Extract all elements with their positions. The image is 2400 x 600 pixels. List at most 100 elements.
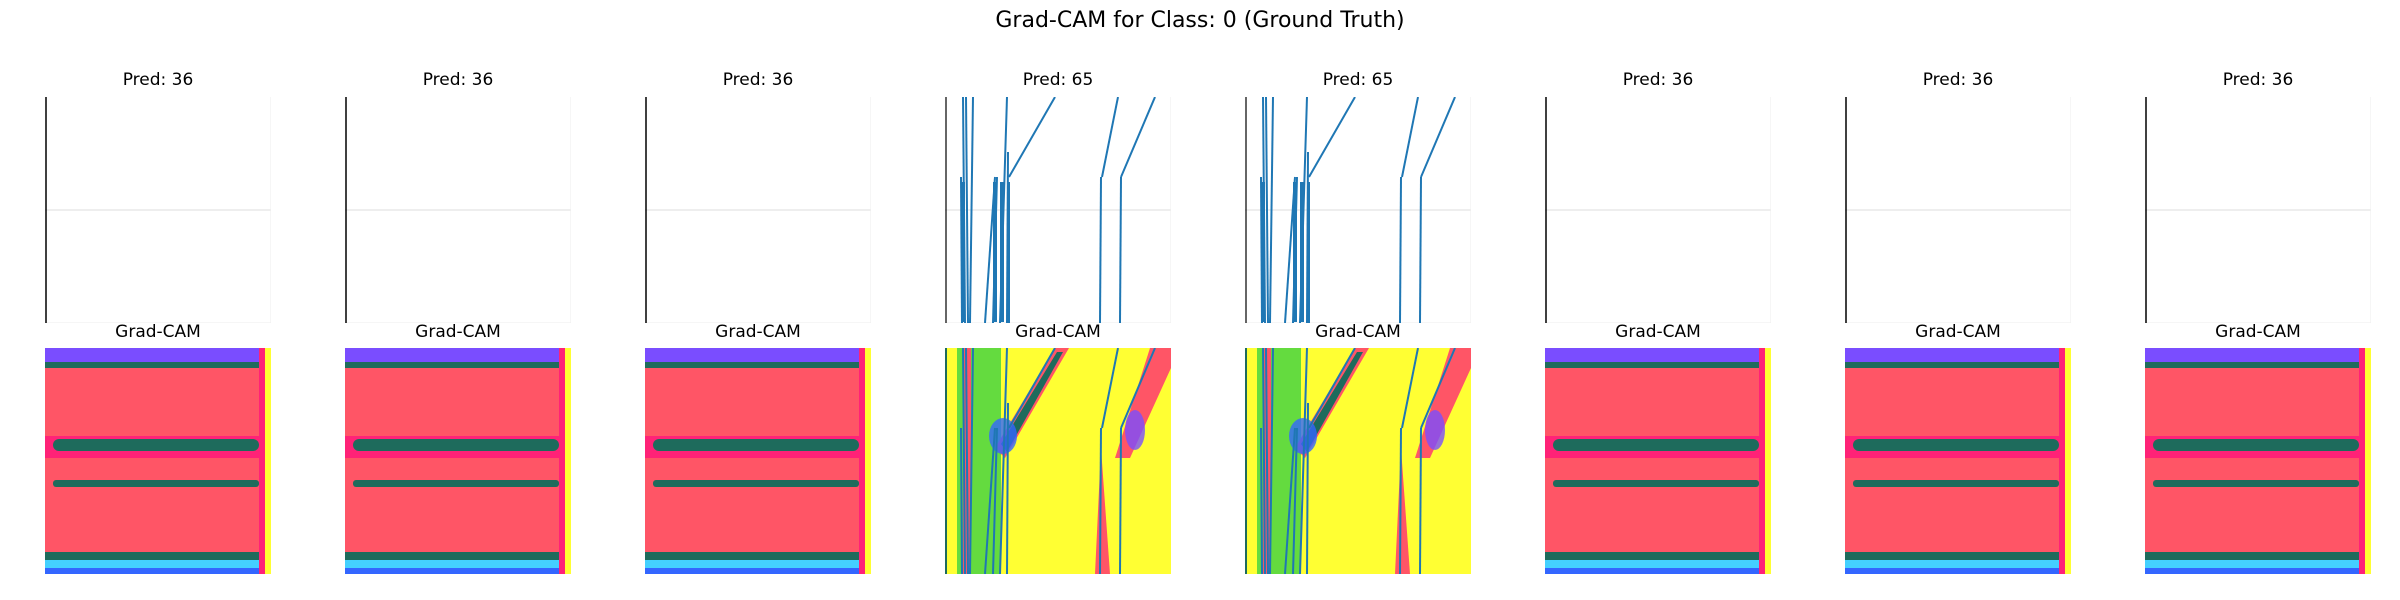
heatmap-edge bbox=[265, 348, 271, 574]
heatmap-band-top bbox=[345, 348, 571, 362]
heatmap-band bbox=[2145, 552, 2371, 560]
signal-spike bbox=[1262, 182, 1265, 322]
signal-overlay-line bbox=[1260, 427, 1263, 574]
gradcam-heatmap bbox=[1245, 348, 1471, 574]
pred-title: Pred: 36 bbox=[1622, 70, 1694, 90]
heatmap-edge bbox=[865, 348, 871, 574]
signal-overlay-line bbox=[1284, 427, 1296, 574]
heatmap-band bbox=[45, 362, 271, 368]
heatmap-background bbox=[645, 348, 871, 574]
heatmap-band bbox=[45, 560, 271, 568]
heatmap-band bbox=[2145, 362, 2371, 368]
heatmap-band bbox=[2153, 480, 2359, 487]
signal-spike bbox=[1293, 182, 1297, 322]
heatmap-region bbox=[1301, 352, 1363, 452]
signal-panel bbox=[945, 97, 1171, 323]
heatmap-edge bbox=[1759, 348, 1765, 574]
heatmap-band-top bbox=[1845, 348, 2071, 362]
heatmap-band bbox=[1853, 480, 2059, 487]
signal-line bbox=[1119, 176, 1122, 323]
signal-overlay-line bbox=[960, 427, 963, 574]
heatmap-band-bottom bbox=[45, 568, 271, 574]
heatmap-edge bbox=[559, 348, 565, 574]
gradcam-heatmap bbox=[645, 348, 871, 574]
signal-overlay-line bbox=[1292, 427, 1298, 574]
heatmap-edge bbox=[2065, 348, 2071, 574]
heatmap-edge bbox=[259, 348, 265, 574]
heatmap-background bbox=[45, 348, 271, 574]
signal-overlay-line bbox=[965, 348, 969, 574]
signal-overlay-line bbox=[1120, 348, 1156, 429]
gradcam-heatmap bbox=[1545, 348, 1771, 574]
heatmap-band bbox=[345, 560, 571, 568]
signal-line bbox=[1260, 176, 1263, 323]
heatmap-region bbox=[1001, 352, 1063, 452]
heatmap-band bbox=[645, 560, 871, 568]
signal-panel bbox=[1245, 97, 1471, 323]
signal-overlay-line bbox=[1306, 402, 1309, 574]
heatmap-band bbox=[1845, 362, 2071, 368]
heatmap-edge bbox=[859, 348, 865, 574]
heatmap-band bbox=[1845, 552, 2071, 560]
heatmap-band bbox=[645, 552, 871, 560]
pred-title: Pred: 36 bbox=[122, 70, 194, 90]
heatmap-band-top bbox=[645, 348, 871, 362]
signal-overlay-line bbox=[999, 348, 1008, 574]
heatmap-band bbox=[2153, 439, 2359, 451]
heatmap-band bbox=[353, 439, 559, 451]
heatmap-band bbox=[653, 480, 859, 487]
signal-panel bbox=[645, 97, 871, 323]
heatmap-background bbox=[1845, 348, 2071, 574]
heatmap-band-bottom bbox=[2145, 568, 2371, 574]
gradcam-title: Grad-CAM bbox=[1915, 322, 2001, 342]
gradcam-heatmap bbox=[945, 348, 1171, 574]
signal-overlay-line bbox=[1006, 402, 1009, 574]
heatmap-band bbox=[45, 552, 271, 560]
heatmap-edge bbox=[1765, 348, 1771, 574]
heatmap-band-top bbox=[45, 348, 271, 362]
gradcam-title: Grad-CAM bbox=[715, 322, 801, 342]
gradcam-heatmap bbox=[2145, 348, 2371, 574]
signal-spike bbox=[1007, 182, 1010, 323]
heatmap-edge bbox=[945, 348, 947, 574]
signal-overlay-line bbox=[984, 427, 996, 574]
signal-line bbox=[1099, 176, 1102, 323]
signal-overlay-line bbox=[969, 348, 974, 574]
heatmap-background bbox=[2145, 348, 2371, 574]
heatmap-hotspot bbox=[1125, 410, 1145, 450]
signal-spike bbox=[1000, 182, 1004, 322]
gradcam-heatmap bbox=[45, 348, 271, 574]
signal-panel bbox=[345, 97, 571, 323]
signal-spike bbox=[993, 182, 997, 322]
heatmap-band bbox=[53, 480, 259, 487]
gradcam-title: Grad-CAM bbox=[115, 322, 201, 342]
heatmap-band bbox=[1553, 480, 1759, 487]
signal-overlay-line bbox=[1119, 427, 1122, 574]
pred-title: Pred: 65 bbox=[1322, 70, 1394, 90]
gradcam-title: Grad-CAM bbox=[415, 322, 501, 342]
gradcam-heatmap bbox=[345, 348, 571, 574]
heatmap-band bbox=[2145, 560, 2371, 568]
heatmap-band-bottom bbox=[345, 568, 571, 574]
heatmap-band-bottom bbox=[1545, 568, 1771, 574]
heatmap-band bbox=[645, 362, 871, 368]
signal-line bbox=[1008, 97, 1056, 178]
signal-overlay-line bbox=[1262, 348, 1266, 574]
signal-overlay-line bbox=[962, 348, 966, 574]
gradcam-title: Grad-CAM bbox=[1015, 322, 1101, 342]
heatmap-edge bbox=[565, 348, 571, 574]
pred-title: Pred: 36 bbox=[722, 70, 794, 90]
signal-overlay-line bbox=[992, 427, 998, 574]
heatmap-band bbox=[1545, 552, 1771, 560]
signal-overlay-line bbox=[1099, 427, 1102, 574]
signal-panel bbox=[2145, 97, 2371, 323]
signal-line bbox=[1419, 176, 1422, 323]
signal-panel bbox=[1545, 97, 1771, 323]
signal-overlay-line bbox=[1101, 348, 1119, 429]
heatmap-region bbox=[1095, 448, 1110, 574]
signal-line bbox=[969, 97, 974, 323]
signal-overlay-line bbox=[1419, 427, 1422, 574]
heatmap-band bbox=[353, 480, 559, 487]
heatmap-band-top bbox=[2145, 348, 2371, 362]
